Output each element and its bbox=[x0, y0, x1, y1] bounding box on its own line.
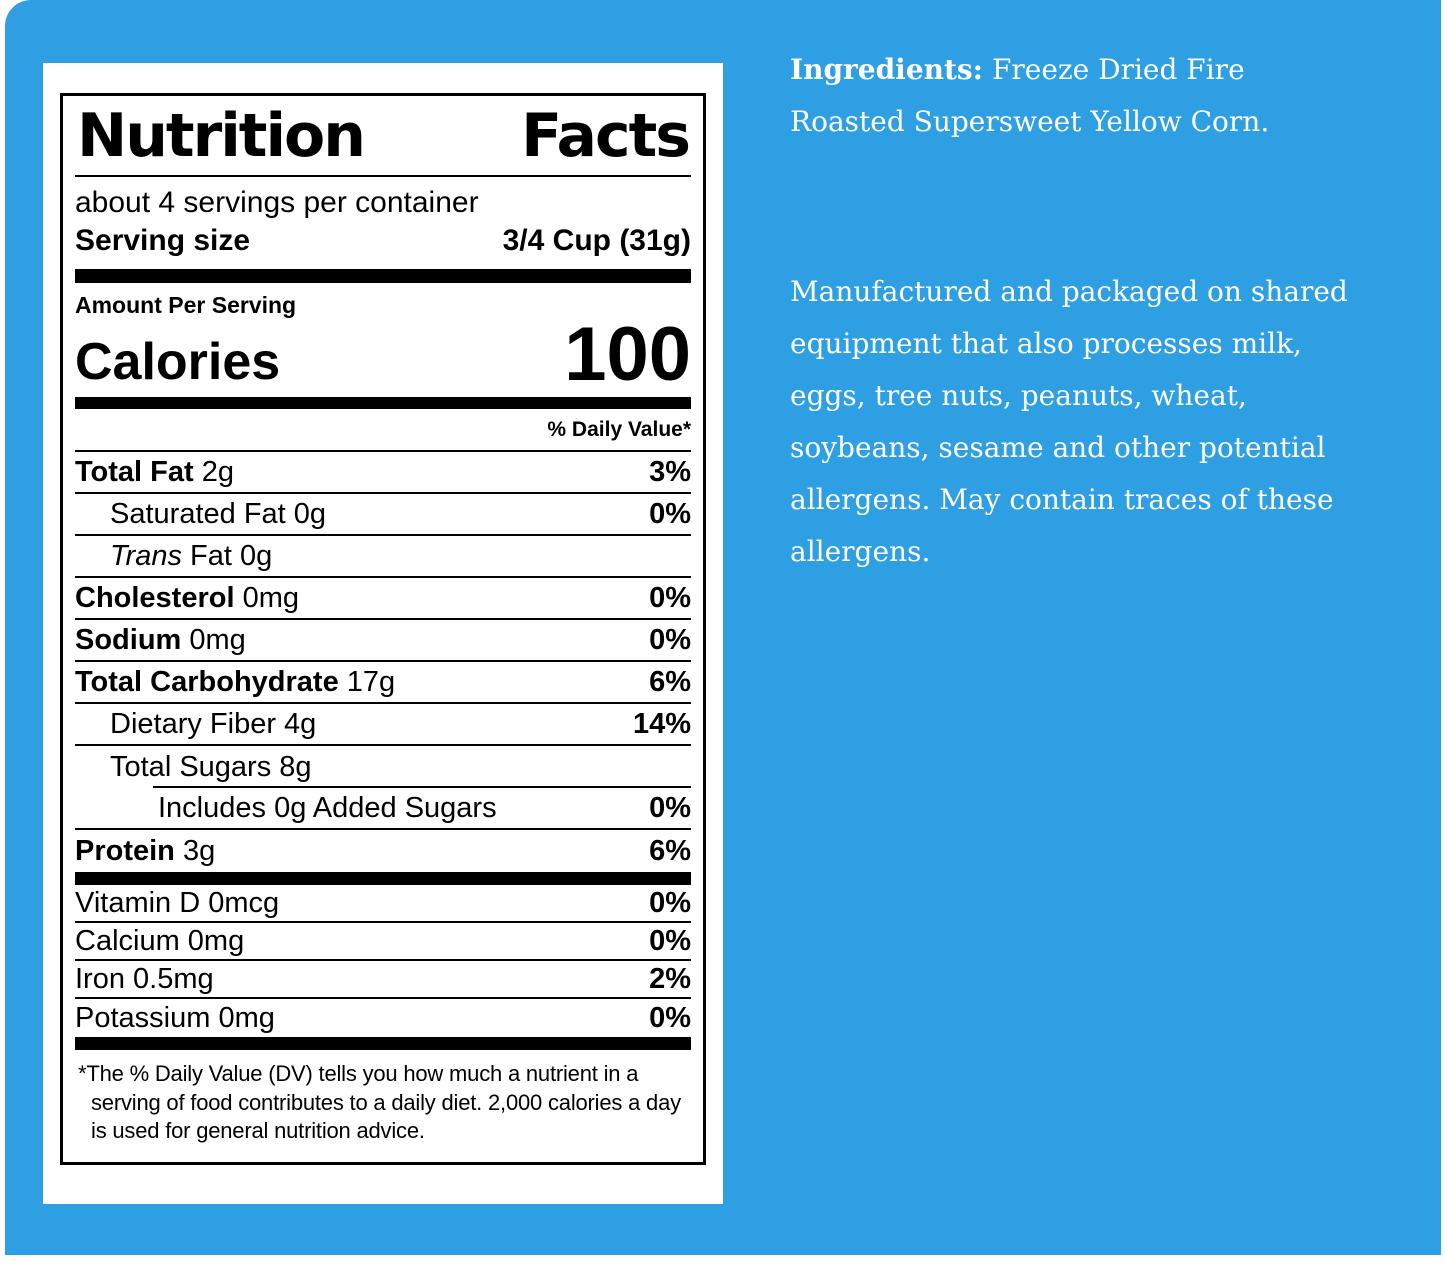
nutrient-row: Sodium 0mg 0% bbox=[75, 620, 691, 663]
servings-per-container: about 4 servings per container bbox=[75, 186, 479, 219]
nutrient-name: Total Carbohydrate 17g bbox=[75, 665, 396, 698]
nutrient-name: Vitamin D 0mcg bbox=[75, 886, 280, 919]
nutrient-rows: Total Fat 2g 3% Saturated Fat 0g 0% Trans Fa… bbox=[75, 452, 691, 872]
thick-divider-bar bbox=[75, 269, 691, 283]
nutrient-name: Iron 0.5mg bbox=[75, 962, 214, 995]
ingredients-text: Freeze Dried Fire Roasted Supersweet Yel… bbox=[790, 53, 1270, 138]
indented-separator bbox=[153, 786, 691, 789]
medium-divider-bar bbox=[75, 397, 691, 410]
allergen-paragraph: Manufactured and packaged on shared equi… bbox=[790, 275, 1348, 568]
serving-size-value: 3/4 Cup (31g) bbox=[502, 224, 691, 257]
nutrient-row: Dietary Fiber 4g 14% bbox=[75, 704, 691, 747]
nutrient-name: Saturated Fat 0g bbox=[110, 497, 327, 530]
ingredients-panel: Ingredients: Freeze Dried Fire Roasted S… bbox=[790, 44, 1368, 578]
nutrient-row: Total Fat 2g 3% bbox=[75, 452, 691, 495]
title-divider bbox=[75, 175, 691, 177]
nutrient-name: Sodium 0mg bbox=[75, 623, 246, 656]
nutrient-daily-value: 6% bbox=[649, 834, 691, 867]
amount-per-serving-label: Amount Per Serving bbox=[75, 292, 297, 318]
calories-label: Calories bbox=[75, 333, 281, 391]
ingredients-heading: Ingredients: bbox=[790, 53, 984, 86]
nutrient-daily-value: 0% bbox=[649, 1001, 691, 1034]
nutrient-row: Vitamin D 0mcg 0% bbox=[75, 885, 691, 924]
nutrient-row: Calcium 0mg 0% bbox=[75, 923, 691, 962]
label-title-word-1: Nutrition bbox=[77, 101, 366, 171]
nutrition-facts-label: Nutrition Facts about 4 servings per con… bbox=[60, 93, 706, 1165]
nutrient-row: Protein 3g 6% bbox=[75, 830, 691, 872]
nutrient-row: Potassium 0mg 0% bbox=[75, 999, 691, 1037]
nutrition-label-card: Nutrition Facts about 4 servings per con… bbox=[43, 63, 723, 1204]
nutrient-row: Cholesterol 0mg 0% bbox=[75, 578, 691, 621]
nutrient-name: Potassium 0mg bbox=[75, 1001, 275, 1034]
nutrient-name: Calcium 0mg bbox=[75, 924, 245, 957]
nutrient-daily-value: 3% bbox=[649, 455, 691, 488]
label-title: Nutrition Facts bbox=[75, 100, 691, 175]
daily-value-footnote: *The % Daily Value (DV) tells you how mu… bbox=[78, 1061, 681, 1144]
serving-size-label: Serving size bbox=[75, 224, 251, 257]
nutrient-name: Trans Fat 0g bbox=[110, 539, 273, 572]
nutrient-name: Protein 3g bbox=[75, 834, 216, 867]
nutrient-daily-value: 0% bbox=[649, 581, 691, 614]
nutrient-row: Trans Fat 0g bbox=[75, 536, 691, 579]
nutrient-daily-value: 0% bbox=[649, 924, 691, 957]
nutrient-daily-value: 0% bbox=[649, 791, 691, 824]
nutrient-name: Cholesterol 0mg bbox=[75, 581, 300, 614]
nutrient-name: Total Sugars 8g bbox=[110, 750, 312, 783]
serving-size-row: Serving size 3/4 Cup (31g) bbox=[75, 221, 691, 269]
calories-value: 100 bbox=[564, 312, 691, 397]
vitamin-rows: Vitamin D 0mcg 0% Calcium 0mg 0% Iron 0.5mg 2… bbox=[75, 885, 691, 1037]
nutrient-daily-value: 0% bbox=[649, 497, 691, 530]
nutrient-row: Includes 0g Added Sugars 0% bbox=[75, 788, 691, 831]
nutrient-name: Includes 0g Added Sugars bbox=[158, 791, 497, 824]
nutrient-daily-value: 0% bbox=[649, 623, 691, 656]
nutrient-daily-value: 0% bbox=[649, 886, 691, 919]
nutrient-name: Total Fat 2g bbox=[75, 455, 234, 488]
nutrient-daily-value: 2% bbox=[649, 962, 691, 995]
nutrient-row: Total Carbohydrate 17g 6% bbox=[75, 662, 691, 705]
ingredients-paragraph: Ingredients: Freeze Dried Fire Roasted S… bbox=[790, 44, 1368, 148]
label-title-word-2: Facts bbox=[521, 101, 691, 171]
nutrient-daily-value: 14% bbox=[632, 707, 691, 740]
nutrient-name: Dietary Fiber 4g bbox=[110, 707, 317, 740]
blue-panel: Nutrition Facts about 4 servings per con… bbox=[5, 0, 1441, 1255]
nutrient-daily-value: 6% bbox=[649, 665, 691, 698]
calories-row: Calories 100 bbox=[75, 312, 691, 397]
vitamins-divider-bar bbox=[75, 872, 691, 886]
daily-value-header: % Daily Value* bbox=[75, 409, 691, 453]
nutrient-row: Total Sugars 8g bbox=[75, 746, 691, 789]
nutrient-row: Saturated Fat 0g 0% bbox=[75, 494, 691, 537]
nutrient-row: Iron 0.5mg 2% bbox=[75, 961, 691, 1000]
footnote-divider-bar bbox=[75, 1037, 691, 1051]
